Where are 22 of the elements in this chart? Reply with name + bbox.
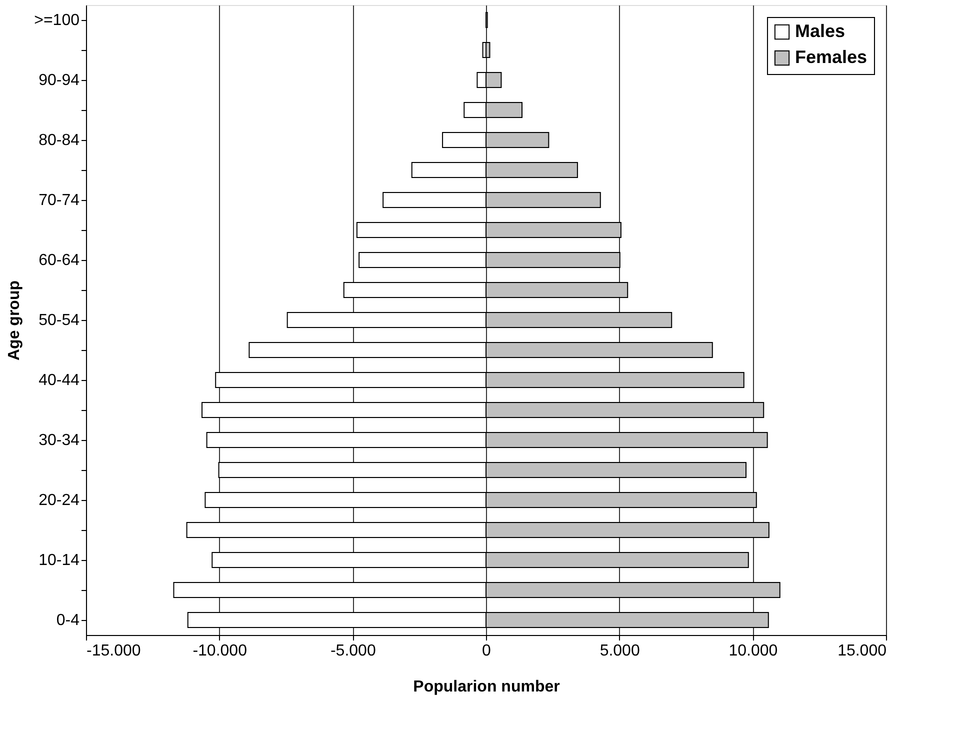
y-tick-label: 10-14: [38, 552, 80, 569]
y-tick-label: >=100: [34, 12, 80, 29]
y-axis-title: Age group: [6, 280, 24, 360]
legend-label: Males: [795, 21, 846, 41]
x-tick-label: 10.000: [728, 642, 778, 660]
y-tick-label: 90-94: [38, 72, 80, 89]
y-tick-label: 40-44: [38, 372, 80, 389]
y-tick-label: 20-24: [38, 492, 80, 509]
legend-label: Females: [795, 47, 868, 67]
y-tick-label: 0-4: [56, 612, 80, 629]
x-axis-title: Popularion number: [413, 678, 560, 696]
y-tick-label: 50-54: [38, 312, 80, 329]
y-tick-label: 80-84: [38, 132, 80, 149]
x-tick-label: 15.000: [838, 642, 887, 660]
x-tick-label: -15.000: [86, 642, 141, 660]
x-tick-label: -10.000: [192, 642, 248, 660]
x-tick-label: 0: [482, 642, 492, 660]
y-tick-label: 70-74: [38, 192, 80, 209]
x-tick-label: 5.000: [600, 642, 640, 660]
y-tick-label: 60-64: [38, 252, 80, 269]
x-tick-label: -5.000: [330, 642, 376, 660]
y-tick-label: 30-34: [38, 432, 80, 449]
